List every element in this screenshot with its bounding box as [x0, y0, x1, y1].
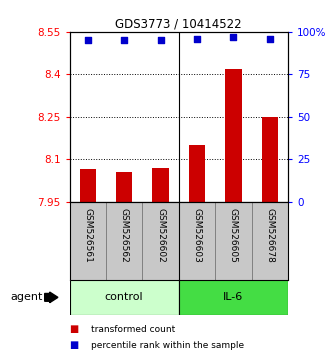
Text: GSM526602: GSM526602: [156, 208, 165, 263]
Bar: [225, 69, 242, 202]
Bar: [79, 169, 96, 202]
Text: percentile rank within the sample: percentile rank within the sample: [91, 341, 244, 350]
Bar: [70, 280, 179, 315]
Text: GSM526561: GSM526561: [83, 208, 92, 263]
Point: [231, 34, 236, 40]
Point: [267, 36, 272, 41]
Text: agent: agent: [10, 292, 42, 302]
Point: [158, 38, 163, 43]
Title: GDS3773 / 10414522: GDS3773 / 10414522: [116, 18, 242, 31]
Text: GSM526678: GSM526678: [265, 208, 274, 263]
Point: [194, 36, 200, 41]
Text: GSM526605: GSM526605: [229, 208, 238, 263]
Bar: [179, 280, 288, 315]
Text: ■: ■: [70, 340, 79, 350]
Bar: [261, 117, 278, 202]
Text: IL-6: IL-6: [223, 292, 244, 302]
Bar: [152, 168, 169, 202]
Point: [85, 38, 90, 43]
Text: transformed count: transformed count: [91, 325, 175, 334]
Text: control: control: [105, 292, 143, 302]
Text: GSM526562: GSM526562: [119, 208, 129, 263]
Bar: [116, 172, 132, 202]
Point: [121, 38, 127, 43]
Text: ■: ■: [70, 324, 79, 334]
Bar: [189, 145, 205, 202]
Text: GSM526603: GSM526603: [192, 208, 202, 263]
